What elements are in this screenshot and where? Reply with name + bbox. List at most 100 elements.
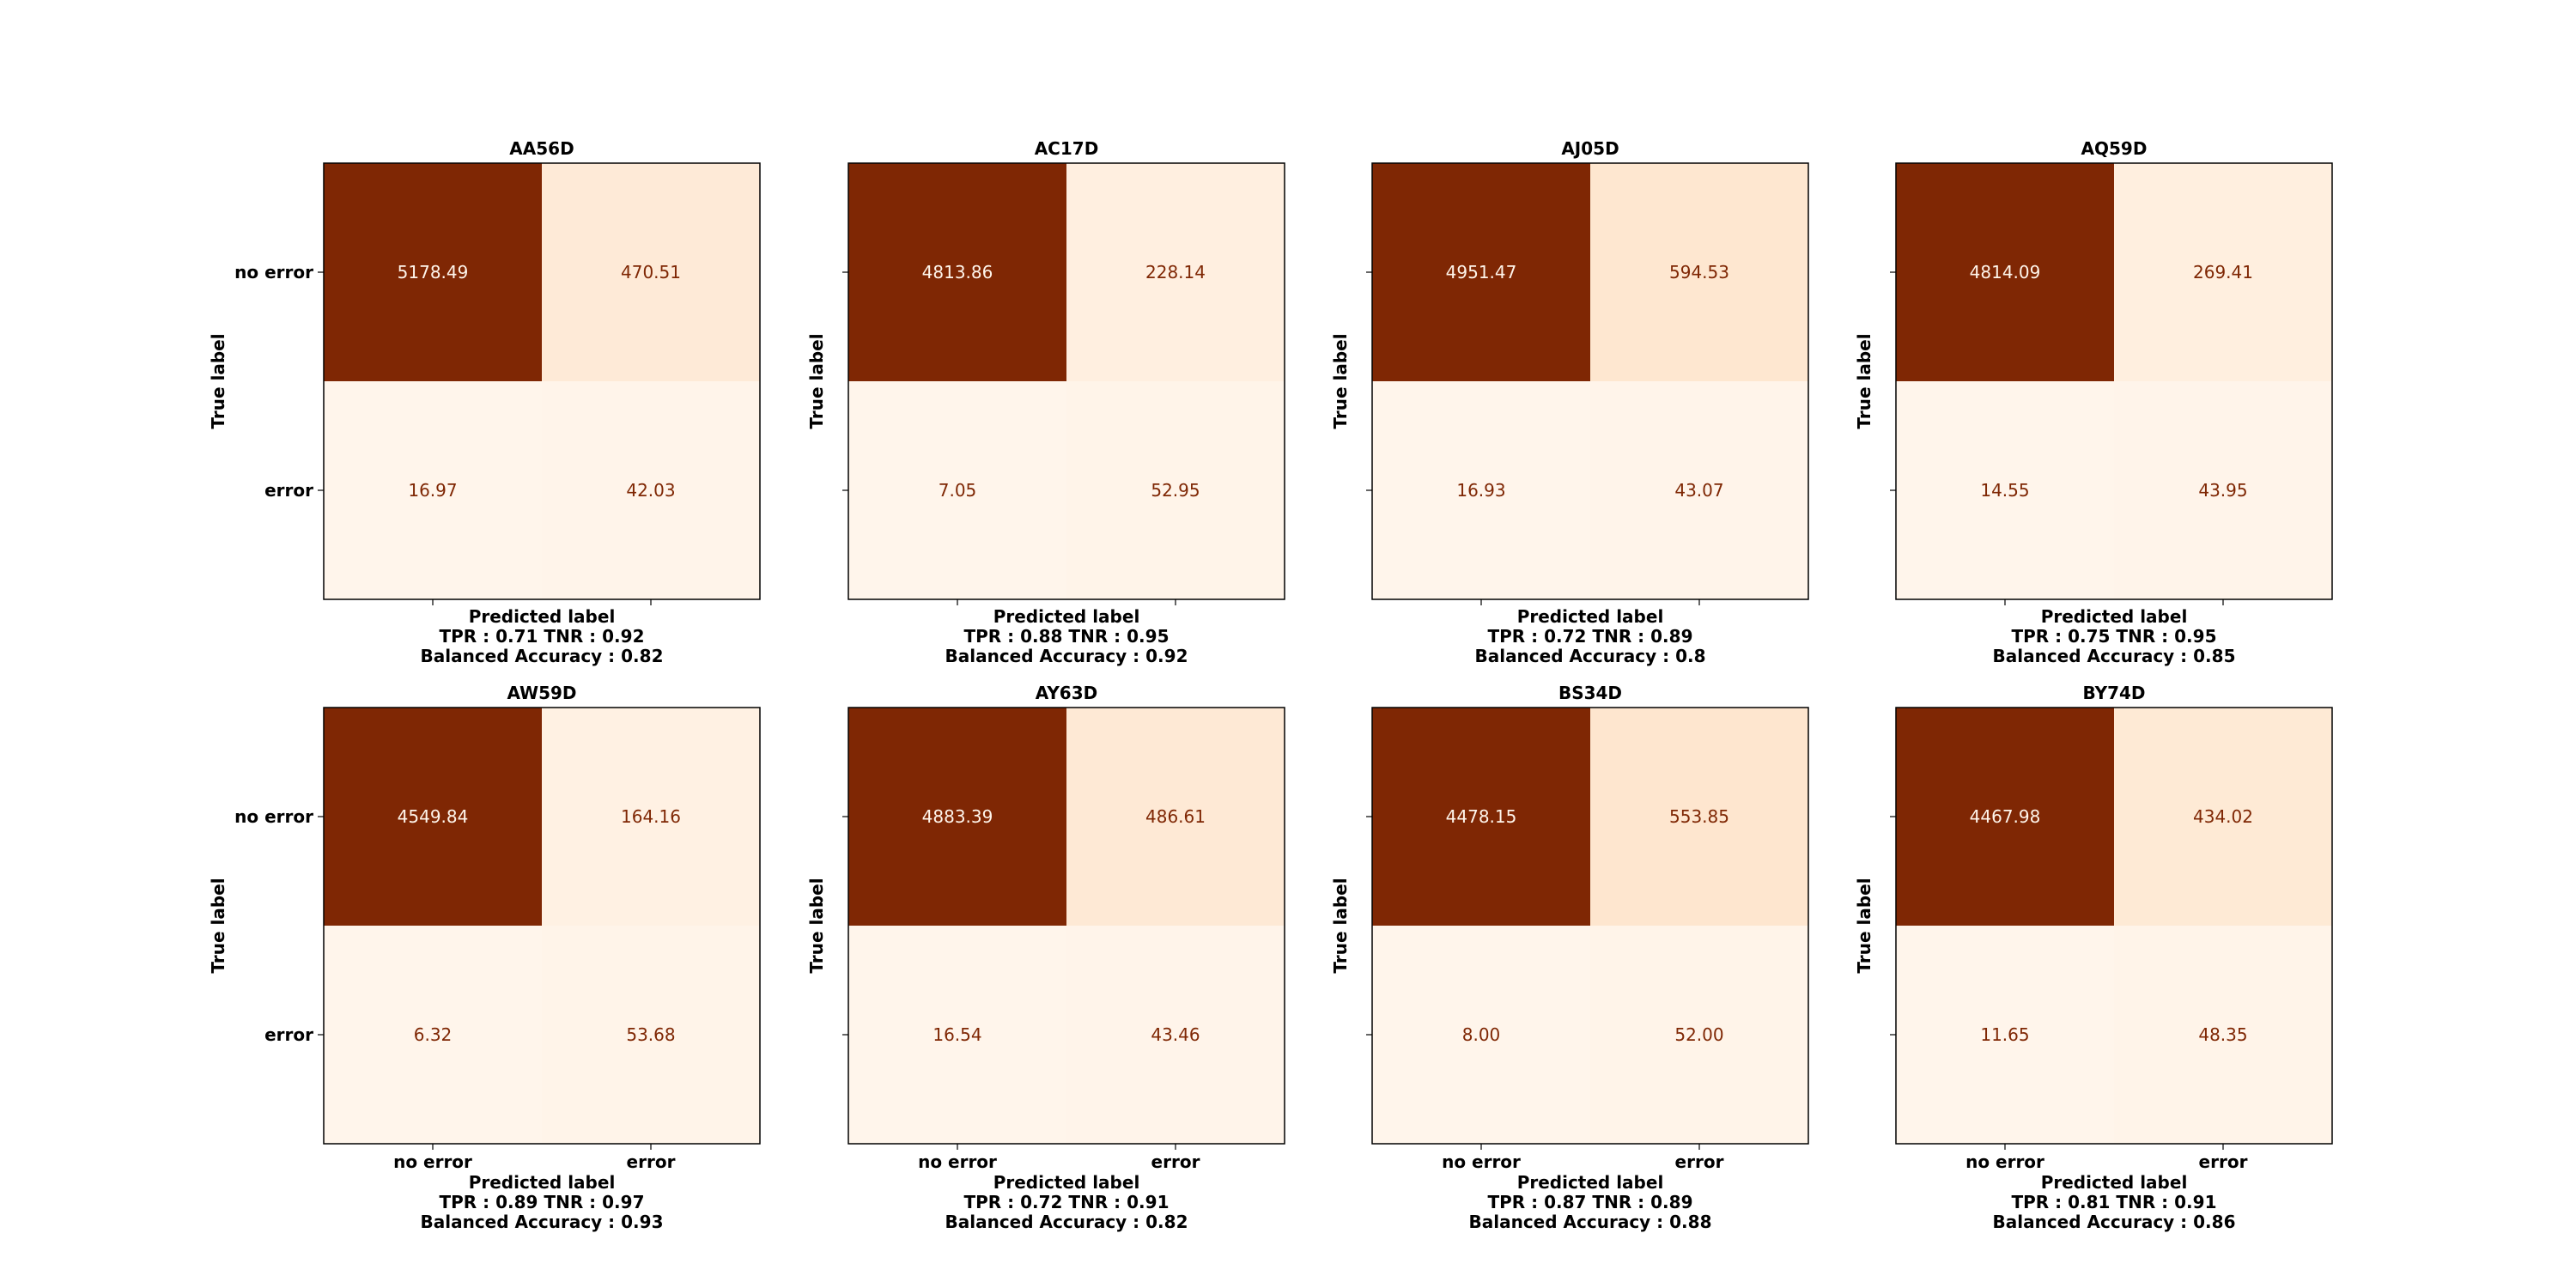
cell-value-label: 553.85: [1669, 806, 1729, 827]
matrix-cell: [1896, 926, 2114, 1144]
y-tick-label: error: [264, 480, 313, 501]
tpr-tnr-metric: TPR : 0.75 TNR : 0.95: [2012, 626, 2217, 647]
chart-title: BY74D: [2082, 683, 2145, 703]
cell-value-label: 470.51: [621, 262, 681, 283]
confusion-matrix-aq59d: 4814.09 269.41 14.55 43.95 AQ59D True label Pr…: [1854, 138, 2333, 666]
cell-value-label: 5178.49: [398, 262, 469, 283]
x-tick-label: error: [1675, 1151, 1724, 1172]
x-axis-label: Predicted label: [2041, 606, 2188, 627]
y-axis-label: True label: [208, 878, 228, 973]
balanced-accuracy-metric: Balanced Accuracy : 0.82: [421, 646, 664, 666]
y-axis-label: True label: [1854, 878, 1874, 973]
balanced-accuracy-metric: Balanced Accuracy : 0.88: [1469, 1212, 1712, 1232]
balanced-accuracy-metric: Balanced Accuracy : 0.85: [1993, 646, 2236, 666]
matrix-cell: [1896, 381, 2114, 599]
matrix-cell: [324, 163, 542, 381]
matrix-cell: [2114, 926, 2332, 1144]
axes-frame: [323, 162, 761, 600]
x-tick-label: error: [2199, 1151, 2248, 1172]
cell-value-label: 4813.86: [922, 262, 993, 283]
y-axis-label: True label: [1330, 878, 1351, 973]
confusion-matrix-aw59d: 4549.84 164.16 6.32 53.68 AW59D no error error…: [208, 683, 761, 1232]
cell-value-label: 16.93: [1456, 480, 1505, 501]
x-tick-label: error: [1151, 1151, 1200, 1172]
chart-title: AA56D: [509, 138, 574, 159]
chart-title: AW59D: [507, 683, 576, 703]
x-axis-label: Predicted label: [469, 1172, 616, 1193]
cell-value-label: 11.65: [1980, 1024, 2029, 1045]
tpr-tnr-metric: TPR : 0.72 TNR : 0.89: [1488, 626, 1693, 647]
cell-value-label: 6.32: [414, 1024, 453, 1045]
cell-value-label: 53.68: [626, 1024, 675, 1045]
balanced-accuracy-metric: Balanced Accuracy : 0.8: [1474, 646, 1705, 666]
confusion-matrix-aj05d: 4951.47 594.53 16.93 43.07 AJ05D True label Pr…: [1330, 138, 1809, 666]
matrix-cell: [2114, 708, 2332, 926]
axes-frame: [848, 707, 1285, 1145]
axes-frame: [848, 162, 1285, 600]
matrix-cell: [2114, 163, 2332, 381]
x-tick-label: error: [627, 1151, 676, 1172]
balanced-accuracy-metric: Balanced Accuracy : 0.93: [421, 1212, 664, 1232]
matrix-cell: [848, 708, 1066, 926]
cell-value-label: 434.02: [2193, 806, 2253, 827]
x-tick-label: no error: [393, 1151, 472, 1172]
chart-title: AY63D: [1036, 683, 1097, 703]
matrix-cell: [1590, 708, 1808, 926]
y-axis-label: True label: [1330, 333, 1351, 428]
cell-value-label: 594.53: [1669, 262, 1729, 283]
matrix-cell: [1896, 163, 2114, 381]
cell-value-label: 43.95: [2198, 480, 2247, 501]
matrix-cell: [1372, 163, 1590, 381]
cell-value-label: 4951.47: [1446, 262, 1517, 283]
cell-value-label: 269.41: [2193, 262, 2253, 283]
chart-title: AQ59D: [2081, 138, 2148, 159]
cell-value-label: 164.16: [621, 806, 681, 827]
axes-frame: [323, 707, 761, 1145]
matrix-cell: [2114, 381, 2332, 599]
tpr-tnr-metric: TPR : 0.81 TNR : 0.91: [2012, 1192, 2217, 1212]
matrix-cell: [324, 926, 542, 1144]
matrix-cell: [1066, 708, 1285, 926]
chart-title: AJ05D: [1561, 138, 1619, 159]
matrix-cell: [1590, 163, 1808, 381]
x-axis-label: Predicted label: [1517, 606, 1664, 627]
x-tick-label: no error: [1965, 1151, 2044, 1172]
y-axis-label: True label: [806, 333, 827, 428]
matrix-cell: [542, 708, 760, 926]
matrix-cell: [1896, 708, 2114, 926]
cell-value-label: 4478.15: [1446, 806, 1517, 827]
tpr-tnr-metric: TPR : 0.88 TNR : 0.95: [964, 626, 1170, 647]
cell-value-label: 4814.09: [1970, 262, 2041, 283]
matrix-cell: [542, 163, 760, 381]
x-tick-label: no error: [918, 1151, 997, 1172]
cell-value-label: 48.35: [2198, 1024, 2247, 1045]
x-axis-label: Predicted label: [1517, 1172, 1664, 1193]
cell-value-label: 7.05: [939, 480, 977, 501]
cell-value-label: 43.07: [1674, 480, 1723, 501]
matrix-cell: [1372, 381, 1590, 599]
y-tick-label: no error: [234, 262, 313, 283]
cell-value-label: 4883.39: [922, 806, 993, 827]
axes-frame: [1895, 162, 2333, 600]
cell-value-label: 14.55: [1980, 480, 2029, 501]
matrix-cell: [324, 381, 542, 599]
matrix-cell: [1066, 163, 1285, 381]
cell-value-label: 43.46: [1151, 1024, 1200, 1045]
balanced-accuracy-metric: Balanced Accuracy : 0.92: [945, 646, 1188, 666]
tpr-tnr-metric: TPR : 0.72 TNR : 0.91: [964, 1192, 1170, 1212]
matrix-cell: [848, 926, 1066, 1144]
matrix-cell: [324, 708, 542, 926]
axes-frame: [1371, 162, 1809, 600]
y-axis-label: True label: [806, 878, 827, 973]
cell-value-label: 8.00: [1462, 1024, 1501, 1045]
x-tick-label: no error: [1442, 1151, 1521, 1172]
matrix-cell: [542, 926, 760, 1144]
matrix-cell: [848, 163, 1066, 381]
cell-value-label: 16.97: [408, 480, 457, 501]
matrix-cell: [1590, 926, 1808, 1144]
tpr-tnr-metric: TPR : 0.89 TNR : 0.97: [440, 1192, 645, 1212]
confusion-matrix-ay63d: 4883.39 486.61 16.54 43.46 AY63D True label no…: [806, 683, 1285, 1232]
chart-title: BS34D: [1558, 683, 1622, 703]
cell-value-label: 52.00: [1674, 1024, 1723, 1045]
tpr-tnr-metric: TPR : 0.71 TNR : 0.92: [440, 626, 645, 647]
